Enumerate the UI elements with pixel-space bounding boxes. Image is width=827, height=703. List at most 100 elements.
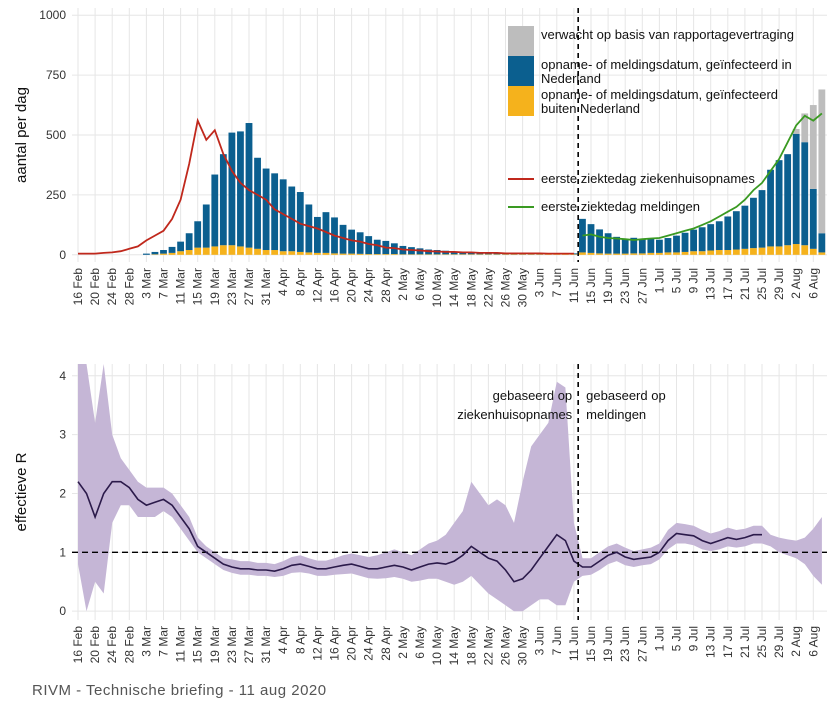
x-tick-label: 28 Apr bbox=[379, 626, 393, 661]
x-tick-label: 22 May bbox=[481, 626, 495, 665]
bar bbox=[390, 254, 398, 255]
bar bbox=[647, 238, 655, 253]
x-tick-label: 28 Feb bbox=[122, 626, 136, 664]
x-tick-label: 3 Mar bbox=[139, 268, 153, 299]
x-tick-label: 23 Jun bbox=[618, 626, 632, 662]
legend-label: opname- of meldingsdatum, geïnfecteerd b… bbox=[541, 87, 779, 116]
bar bbox=[331, 253, 338, 255]
x-tick-label: 19 Jun bbox=[601, 268, 615, 304]
bar bbox=[801, 113, 809, 143]
bar bbox=[365, 236, 373, 255]
x-tick-label: 29 Jul bbox=[772, 268, 786, 300]
x-tick-label: 13 Jul bbox=[704, 268, 718, 300]
bar bbox=[596, 229, 603, 254]
bar bbox=[767, 246, 774, 255]
bar bbox=[792, 244, 800, 255]
x-tick-label: 31 Mar bbox=[259, 268, 273, 305]
bar bbox=[305, 204, 313, 253]
x-tick-label: 26 May bbox=[499, 626, 513, 665]
x-tick-label: 2 Aug bbox=[789, 268, 803, 299]
bar bbox=[758, 247, 766, 255]
bar bbox=[732, 211, 740, 250]
bar bbox=[587, 224, 595, 253]
bar bbox=[151, 251, 159, 255]
bar bbox=[211, 246, 219, 255]
bar bbox=[707, 250, 715, 255]
x-tick-label: 10 May bbox=[430, 626, 444, 665]
bar bbox=[698, 251, 706, 255]
bar bbox=[758, 190, 766, 248]
bar bbox=[382, 254, 390, 255]
bar bbox=[314, 216, 321, 253]
y-tick-label: 0 bbox=[59, 248, 66, 262]
bar bbox=[809, 248, 817, 255]
x-tick-label: 19 Jun bbox=[601, 626, 615, 662]
line bbox=[582, 112, 823, 241]
bar bbox=[750, 248, 757, 255]
x-tick-label: 7 Mar bbox=[157, 268, 171, 299]
annotation: gebaseerd op meldingen bbox=[586, 388, 666, 422]
line bbox=[77, 480, 762, 583]
bar bbox=[621, 253, 629, 255]
bar bbox=[690, 229, 697, 252]
bar bbox=[160, 250, 167, 254]
x-tick-label: 21 Jul bbox=[738, 626, 752, 658]
bar bbox=[715, 221, 723, 251]
bar bbox=[177, 241, 184, 252]
bar bbox=[681, 232, 689, 252]
bar bbox=[177, 251, 184, 255]
bar bbox=[219, 154, 227, 246]
x-tick-label: 17 Jul bbox=[721, 268, 735, 300]
bar bbox=[185, 250, 193, 255]
x-tick-label: 20 Feb bbox=[88, 268, 102, 306]
bar bbox=[339, 253, 347, 255]
bar bbox=[579, 218, 586, 253]
x-tick-label: 7 Jun bbox=[550, 626, 564, 655]
x-tick-label: 22 May bbox=[481, 268, 495, 307]
bar bbox=[801, 245, 809, 255]
x-tick-label: 15 Mar bbox=[191, 626, 205, 663]
x-tick-label: 28 Feb bbox=[122, 268, 136, 306]
legend-line bbox=[508, 206, 534, 208]
x-tick-label: 21 Jul bbox=[738, 268, 752, 300]
x-tick-label: 11 Jun bbox=[567, 268, 581, 303]
x-tick-label: 20 Apr bbox=[345, 268, 359, 303]
y-tick-label: 2 bbox=[59, 486, 66, 500]
x-tick-label: 16 Apr bbox=[328, 626, 342, 661]
x-tick-label: 7 Mar bbox=[157, 626, 171, 657]
x-tick-label: 7 Jun bbox=[550, 268, 564, 297]
x-tick-label: 11 Jun bbox=[567, 626, 581, 661]
bar bbox=[348, 229, 355, 254]
bar bbox=[767, 169, 774, 247]
y-tick-label: 250 bbox=[46, 188, 66, 202]
bar bbox=[279, 179, 287, 252]
x-tick-label: 3 Mar bbox=[139, 626, 153, 657]
bar bbox=[707, 224, 715, 251]
x-tick-label: 20 Feb bbox=[88, 626, 102, 664]
x-tick-label: 6 May bbox=[413, 268, 427, 301]
x-tick-label: 5 Jul bbox=[670, 626, 684, 651]
x-tick-label: 15 Jun bbox=[584, 626, 598, 662]
y-tick-label: 750 bbox=[46, 68, 66, 82]
bar bbox=[271, 250, 279, 255]
x-tick-label: 18 May bbox=[464, 626, 478, 665]
x-tick-label: 24 Feb bbox=[105, 268, 119, 306]
bar bbox=[673, 252, 680, 255]
bar bbox=[647, 252, 655, 255]
bar bbox=[202, 247, 210, 255]
x-tick-label: 23 Jun bbox=[618, 268, 632, 304]
bar bbox=[296, 192, 304, 252]
x-tick-label: 27 Mar bbox=[242, 626, 256, 663]
x-tick-label: 2 Aug bbox=[789, 626, 803, 657]
x-tick-label: 31 Mar bbox=[259, 626, 273, 663]
y-tick-label: 4 bbox=[59, 369, 66, 383]
bar bbox=[365, 254, 373, 255]
bar bbox=[211, 174, 219, 247]
bar bbox=[741, 205, 749, 249]
x-tick-label: 16 Feb bbox=[71, 268, 85, 306]
x-tick-label: 23 Mar bbox=[225, 268, 239, 305]
x-tick-label: 3 Jun bbox=[533, 626, 547, 655]
legend-swatch bbox=[508, 86, 534, 116]
x-tick-label: 15 Jun bbox=[584, 268, 598, 304]
bar bbox=[322, 252, 330, 255]
